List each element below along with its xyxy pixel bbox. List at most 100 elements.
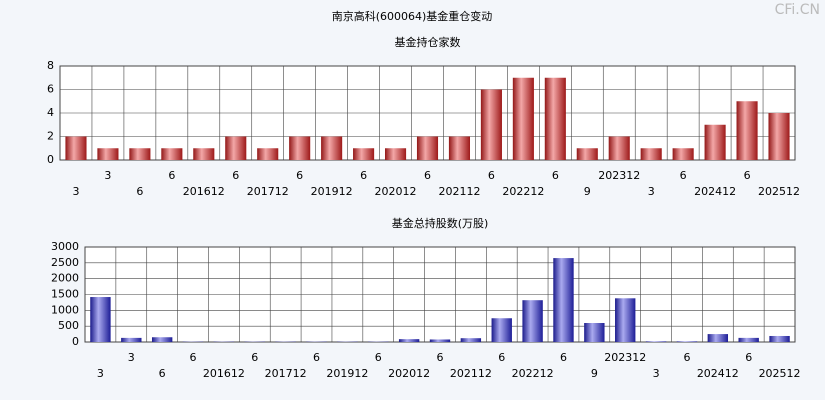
x-tick-label: 202012 xyxy=(388,367,430,380)
y-tick-label: 0 xyxy=(72,335,79,348)
x-tick-label: 202512 xyxy=(759,367,801,380)
bar xyxy=(129,148,151,160)
x-tick-label: 6 xyxy=(313,351,320,364)
bar xyxy=(460,338,482,342)
x-tick-label: 201712 xyxy=(265,367,307,380)
bar xyxy=(704,124,726,160)
bar xyxy=(576,148,598,160)
x-tick-label: 6 xyxy=(296,169,303,182)
bar xyxy=(738,337,759,342)
x-tick-label: 202112 xyxy=(438,185,480,198)
bar xyxy=(736,101,758,160)
x-tick-label: 6 xyxy=(744,169,751,182)
x-tick-label: 6 xyxy=(552,169,559,182)
x-tick-label: 6 xyxy=(251,351,258,364)
y-tick-label: 1500 xyxy=(51,288,79,301)
x-tick-label: 6 xyxy=(159,367,166,380)
x-tick-label: 201612 xyxy=(183,185,225,198)
x-tick-label: 6 xyxy=(168,169,175,182)
bar xyxy=(769,335,790,342)
x-tick-label: 3 xyxy=(97,367,104,380)
bar xyxy=(512,77,534,160)
chart-title: 基金总持股数(万股) xyxy=(392,216,489,230)
bar xyxy=(416,136,439,160)
y-tick-label: 6 xyxy=(47,83,54,96)
x-tick-label: 9 xyxy=(591,367,598,380)
bar xyxy=(97,148,119,160)
bar xyxy=(384,148,407,160)
x-tick-label: 201912 xyxy=(311,185,353,198)
x-tick-label: 201712 xyxy=(247,185,289,198)
x-tick-label: 6 xyxy=(745,351,752,364)
x-tick-label: 6 xyxy=(560,351,567,364)
bar xyxy=(640,148,662,160)
x-tick-label: 6 xyxy=(136,185,143,198)
bar xyxy=(645,341,667,342)
bar xyxy=(608,136,630,160)
bar xyxy=(289,136,311,160)
bar xyxy=(65,136,87,160)
x-tick-label: 201912 xyxy=(326,367,368,380)
bar xyxy=(257,148,279,160)
y-tick-label: 2 xyxy=(47,130,54,143)
x-tick-label: 202112 xyxy=(450,367,492,380)
y-tick-label: 500 xyxy=(58,319,79,332)
bar xyxy=(353,148,375,160)
x-tick-label: 202012 xyxy=(375,185,417,198)
x-tick-label: 9 xyxy=(584,185,591,198)
y-tick-label: 0 xyxy=(47,153,54,166)
x-tick-label: 202312 xyxy=(598,169,640,182)
x-tick-label: 202312 xyxy=(604,351,646,364)
bar xyxy=(321,136,343,160)
bar xyxy=(121,337,142,342)
bar xyxy=(584,323,605,342)
x-tick-label: 201612 xyxy=(203,367,245,380)
x-tick-label: 202212 xyxy=(512,367,554,380)
bar xyxy=(544,77,566,160)
x-tick-label: 3 xyxy=(104,169,111,182)
x-tick-label: 202412 xyxy=(694,185,736,198)
x-tick-label: 6 xyxy=(498,351,505,364)
bar xyxy=(225,136,247,160)
bar xyxy=(615,298,636,342)
x-tick-label: 6 xyxy=(424,169,431,182)
y-tick-label: 2500 xyxy=(51,256,79,269)
bar xyxy=(193,148,215,160)
bar xyxy=(676,341,698,342)
chart-title: 基金持仓家数 xyxy=(395,35,461,49)
x-tick-label: 202212 xyxy=(502,185,544,198)
x-tick-label: 6 xyxy=(683,351,690,364)
x-tick-label: 202512 xyxy=(758,185,800,198)
x-tick-label: 6 xyxy=(437,351,444,364)
bar xyxy=(491,318,512,342)
page-title: 南京高科(600064)基金重仓变动 xyxy=(332,9,493,23)
x-tick-label: 6 xyxy=(680,169,687,182)
x-tick-label: 6 xyxy=(232,169,239,182)
bar xyxy=(553,258,574,342)
bar xyxy=(448,136,471,160)
x-tick-label: 3 xyxy=(128,351,135,364)
x-tick-label: 6 xyxy=(360,169,367,182)
y-tick-label: 3000 xyxy=(51,240,79,253)
y-tick-label: 2000 xyxy=(51,272,79,285)
x-tick-label: 6 xyxy=(375,351,382,364)
x-tick-label: 3 xyxy=(653,367,660,380)
bar xyxy=(90,297,111,342)
x-tick-label: 6 xyxy=(190,351,197,364)
x-tick-label: 6 xyxy=(488,169,495,182)
bar xyxy=(768,113,790,160)
bar xyxy=(398,339,420,342)
bar xyxy=(707,334,729,342)
y-tick-label: 4 xyxy=(47,106,54,119)
watermark: CFi.CN xyxy=(775,2,820,18)
bar xyxy=(151,337,173,342)
y-tick-label: 1000 xyxy=(51,303,79,316)
x-tick-label: 3 xyxy=(72,185,79,198)
bar xyxy=(522,300,543,342)
y-tick-label: 8 xyxy=(47,59,54,72)
x-tick-label: 3 xyxy=(648,185,655,198)
bar xyxy=(672,148,694,160)
bar xyxy=(480,89,502,160)
x-tick-label: 202412 xyxy=(697,367,739,380)
